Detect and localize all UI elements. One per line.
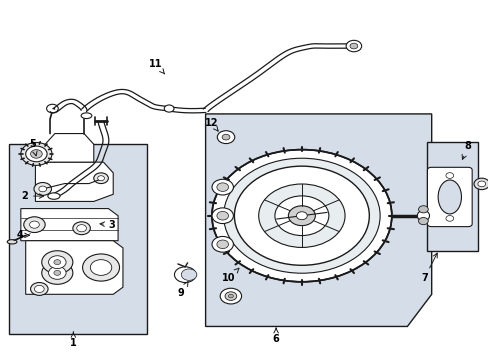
Text: 7: 7 <box>420 253 436 283</box>
Circle shape <box>212 179 233 195</box>
Text: 12: 12 <box>204 118 218 131</box>
Circle shape <box>346 40 361 52</box>
Circle shape <box>34 285 44 293</box>
Circle shape <box>234 166 368 265</box>
Polygon shape <box>21 208 118 241</box>
Circle shape <box>48 256 66 269</box>
Ellipse shape <box>81 113 92 118</box>
Polygon shape <box>35 162 113 202</box>
Circle shape <box>217 183 228 192</box>
Circle shape <box>181 269 197 280</box>
Circle shape <box>46 104 58 113</box>
Circle shape <box>212 208 233 224</box>
FancyBboxPatch shape <box>427 167 471 226</box>
Circle shape <box>164 105 174 112</box>
Circle shape <box>24 217 45 233</box>
Circle shape <box>41 251 73 274</box>
Text: 1: 1 <box>70 332 77 347</box>
Circle shape <box>418 206 427 213</box>
Circle shape <box>349 43 357 49</box>
Circle shape <box>217 131 234 144</box>
Circle shape <box>212 237 233 252</box>
Circle shape <box>220 288 241 304</box>
Text: 6: 6 <box>272 328 279 344</box>
Ellipse shape <box>7 240 17 244</box>
Text: 10: 10 <box>222 268 239 283</box>
Circle shape <box>222 134 229 140</box>
Circle shape <box>274 196 328 235</box>
Circle shape <box>82 254 119 281</box>
Text: 2: 2 <box>21 191 43 201</box>
Circle shape <box>217 240 228 249</box>
Bar <box>426 143 477 251</box>
Ellipse shape <box>437 180 461 214</box>
Circle shape <box>21 143 52 165</box>
Ellipse shape <box>416 210 428 221</box>
Circle shape <box>77 225 86 232</box>
Circle shape <box>41 261 73 284</box>
Circle shape <box>418 217 427 225</box>
Circle shape <box>288 206 315 226</box>
Text: 3: 3 <box>100 220 115 230</box>
Text: 9: 9 <box>178 282 187 297</box>
Text: 5: 5 <box>30 139 37 156</box>
Bar <box>9 144 147 334</box>
Circle shape <box>73 222 90 235</box>
Polygon shape <box>26 241 122 294</box>
Text: 11: 11 <box>149 59 164 74</box>
Circle shape <box>477 181 485 187</box>
Circle shape <box>26 146 47 162</box>
Circle shape <box>224 292 236 300</box>
Circle shape <box>223 158 379 273</box>
Circle shape <box>90 260 112 275</box>
Polygon shape <box>45 134 94 162</box>
Text: 8: 8 <box>461 141 470 159</box>
Circle shape <box>258 184 345 247</box>
Circle shape <box>211 150 391 282</box>
Circle shape <box>34 183 51 195</box>
Circle shape <box>217 211 228 220</box>
Circle shape <box>98 176 104 181</box>
Ellipse shape <box>48 193 60 199</box>
Circle shape <box>473 178 488 190</box>
Circle shape <box>445 216 453 221</box>
Circle shape <box>296 212 306 220</box>
Circle shape <box>174 267 196 283</box>
Circle shape <box>54 270 61 275</box>
Polygon shape <box>205 114 431 327</box>
Circle shape <box>54 260 61 265</box>
Circle shape <box>30 283 48 296</box>
Circle shape <box>39 186 46 192</box>
Circle shape <box>30 150 42 158</box>
Circle shape <box>228 294 233 298</box>
Circle shape <box>48 266 66 279</box>
Circle shape <box>94 173 108 184</box>
Circle shape <box>445 173 453 179</box>
Text: 4: 4 <box>17 230 29 240</box>
Circle shape <box>30 221 39 228</box>
